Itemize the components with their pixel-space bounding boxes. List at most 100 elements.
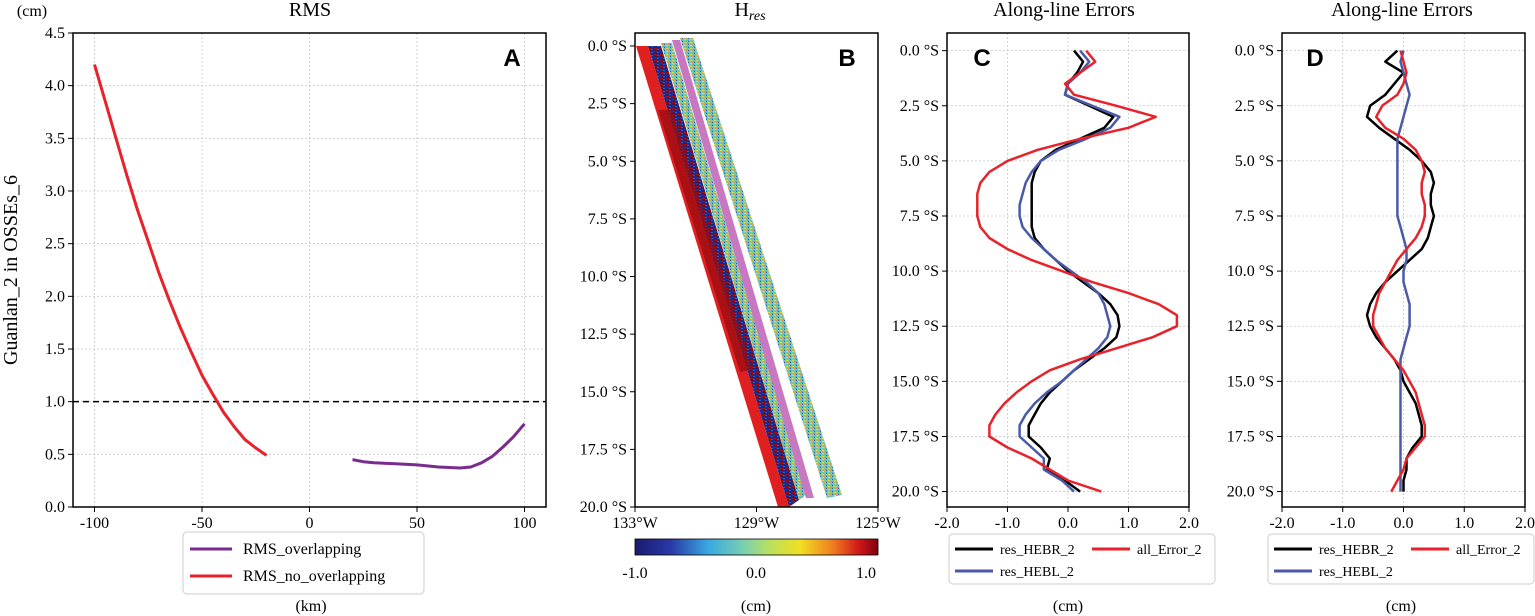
panel-c-ticks: -2.0 -1.0 0.0 1.0 2.0 0.0 °S 2.5 °S 5.0 °S 7.5 °… <box>892 43 1199 532</box>
series-line-all-error-2 <box>1371 50 1427 493</box>
y-tick-label: 0.0 °S <box>588 38 627 55</box>
legend-label-no-overlapping: RMS_no_overlapping <box>243 568 385 585</box>
colorbar <box>634 538 879 556</box>
panel-a: RMS (cm) Guanlan_2 in OSSEs_6 -100 -50 0 50… <box>0 0 547 615</box>
swath-left-band <box>661 43 806 500</box>
panel-c-legend: res_HEBR_2 all_Error_2 res_HEBL_2 <box>948 533 1216 585</box>
panel-c-frame <box>946 32 1190 508</box>
series-line-all-error-2 <box>976 49 1179 493</box>
y-tick-label: 1.5 <box>45 341 65 358</box>
panel-a-ticks: -100 -50 0 50 100 0.0 0.5 1.0 1.5 2.0 2.5 3.0 3.5 4.0… <box>45 25 537 532</box>
y-tick-label: 4.5 <box>45 25 65 42</box>
y-tick-label: 3.5 <box>45 130 65 147</box>
legend-label-all: all_Error_2 <box>1137 543 1202 558</box>
panel-a-legend: RMS_overlapping RMS_no_overlapping <box>182 531 425 595</box>
y-tick-label: 4.0 <box>45 78 65 95</box>
series-line-rms-overlapping <box>352 422 526 470</box>
x-tick-label: -2.0 <box>1269 515 1294 532</box>
y-tick-label: 1.0 <box>45 394 65 411</box>
panel-b-label: B <box>838 45 855 72</box>
x-tick-label: 50 <box>409 515 425 532</box>
x-tick-label: -1.0 <box>995 515 1020 532</box>
panel-c-series <box>976 49 1179 493</box>
panel-d: Along-line Errors -2.0 -1.0 0.0 1.0 2.0 0.0 °… <box>1227 0 1535 615</box>
legend-label-all: all_Error_2 <box>1456 543 1521 558</box>
series-line-rms-no-overlapping <box>93 64 268 457</box>
panel-b-title: Hres <box>734 0 766 24</box>
legend-box <box>1267 533 1535 585</box>
y-axis-label: Guanlan_2 in OSSEs_6 <box>0 175 22 365</box>
y-tick-label: 3.0 <box>45 183 65 200</box>
y-tick-label: 20.0 °S <box>1227 484 1274 501</box>
y-tick-label: 10.0 °S <box>892 263 939 280</box>
panel-d-x-unit: (cm) <box>1386 598 1416 615</box>
y-tick-label: 2.5 <box>45 236 65 253</box>
legend-label-hebl: res_HEBL_2 <box>1319 565 1393 580</box>
colorbar-tick-min: -1.0 <box>622 565 647 582</box>
panel-a-title: RMS <box>289 0 331 21</box>
panel-a-series <box>93 64 526 470</box>
y-tick-label: 17.5 °S <box>892 428 939 445</box>
x-tick-label: 0 <box>306 515 314 532</box>
y-tick-label: 0.0 °S <box>1235 43 1274 60</box>
legend-label-hebr: res_HEBR_2 <box>1000 543 1075 558</box>
y-tick-label: 2.5 °S <box>900 98 939 115</box>
panel-d-series <box>1365 49 1436 493</box>
y-tick-label: 15.0 °S <box>580 384 627 401</box>
legend-box <box>182 531 425 595</box>
legend-label-hebr: res_HEBR_2 <box>1319 543 1394 558</box>
y-tick-label: 0.0 °S <box>900 43 939 60</box>
colorbar-tick-max: 1.0 <box>856 565 876 582</box>
x-tick-label: 2.0 <box>1515 515 1535 532</box>
x-tick-label: 0.0 <box>1058 515 1078 532</box>
x-tick-label: -2.0 <box>934 515 959 532</box>
panel-b-ticks: 0.0 °S 2.5 °S 5.0 °S 7.5 °S 10.0 °S 12.5 °S 15… <box>580 38 902 532</box>
x-tick-label: 1.0 <box>1454 515 1474 532</box>
y-tick-label: 7.5 °S <box>588 211 627 228</box>
panel-d-frame <box>1281 32 1526 508</box>
x-tick-label: 100 <box>513 515 537 532</box>
panel-a-grid <box>73 32 546 508</box>
legend-box <box>948 533 1216 585</box>
y-tick-label: 2.0 <box>45 288 65 305</box>
panel-d-title: Along-line Errors <box>1331 0 1473 21</box>
x-tick-label: 125°W <box>855 515 901 532</box>
y-tick-label: 2.5 °S <box>1235 98 1274 115</box>
x-tick-label: -1.0 <box>1330 515 1355 532</box>
legend-label-hebl: res_HEBL_2 <box>1000 565 1074 580</box>
y-tick-label: 10.0 °S <box>1227 263 1274 280</box>
y-tick-label: 7.5 °S <box>1235 208 1274 225</box>
y-tick-label: 5.0 °S <box>588 153 627 170</box>
swath-heatmap <box>636 38 842 507</box>
panel-c-x-unit: (cm) <box>1053 598 1083 615</box>
y-tick-label: 17.5 °S <box>580 441 627 458</box>
colorbar-tick-mid: 0.0 <box>746 565 766 582</box>
panel-d-legend: res_HEBR_2 all_Error_2 res_HEBL_2 <box>1267 533 1535 585</box>
series-line-res-hebr-2 <box>1027 49 1121 493</box>
panel-b-x-unit: (cm) <box>741 598 771 615</box>
y-tick-label: 12.5 °S <box>580 326 627 343</box>
y-tick-label: 0.5 <box>45 446 65 463</box>
swath-right-band <box>680 38 842 498</box>
panel-b: Hres 0.0 °S 2.5 °S 5.0 °S 7.5 °S 10.0 °S 12.5… <box>580 0 902 615</box>
series-line-res-hebl-2 <box>1396 50 1411 492</box>
y-tick-label: 20.0 °S <box>580 499 627 516</box>
y-tick-label: 5.0 °S <box>1235 153 1274 170</box>
x-tick-label: -50 <box>191 515 212 532</box>
x-tick-label: 129°W <box>734 515 780 532</box>
x-tick-label: -100 <box>80 515 109 532</box>
y-tick-label: 10.0 °S <box>580 269 627 286</box>
y-tick-label: 0.0 <box>45 499 65 516</box>
panel-c: Along-line Errors -2.0 -1.0 0.0 1.0 2.0 0.0 °… <box>892 0 1216 615</box>
y-tick-label: 15.0 °S <box>892 373 939 390</box>
y-tick-label: 5.0 °S <box>900 153 939 170</box>
x-tick-label: 133°W <box>612 515 658 532</box>
panel-d-label: D <box>1306 45 1323 72</box>
y-tick-label: 12.5 °S <box>1227 318 1274 335</box>
panel-a-x-unit: (km) <box>295 598 326 615</box>
panel-a-label: A <box>503 45 520 72</box>
panel-b-frame <box>634 32 879 508</box>
x-tick-label: 0.0 <box>1394 515 1414 532</box>
x-tick-label: 1.0 <box>1119 515 1139 532</box>
